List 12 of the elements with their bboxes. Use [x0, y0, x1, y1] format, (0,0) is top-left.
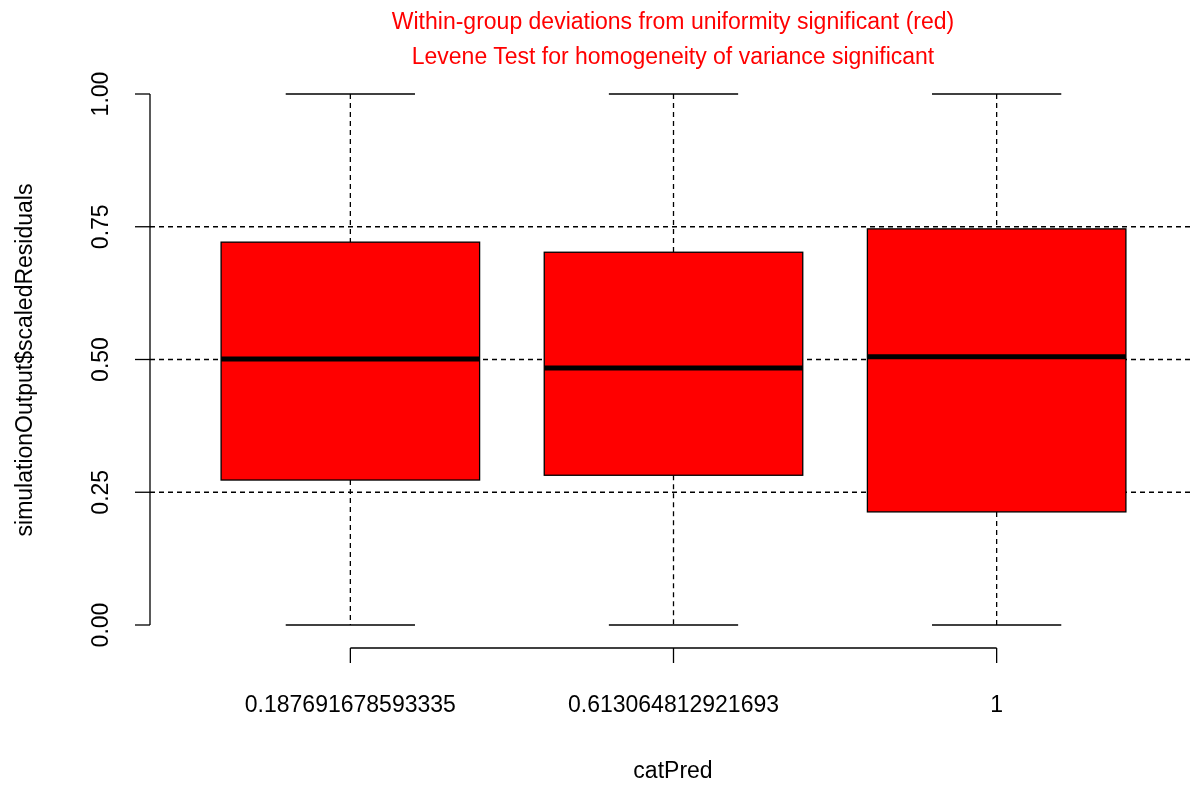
chart-title: Within-group deviations from uniformity significant (red): [391, 8, 955, 34]
y-axis-title: simulationOutput$scaledResiduals: [11, 183, 37, 537]
y-tick-label: 0.25: [87, 469, 113, 515]
y-tick-label: 1.00: [87, 71, 113, 117]
x-axis-title: catPred: [633, 757, 713, 783]
x-tick-label: 0.187691678593335: [244, 691, 456, 717]
chart-subtitle: Levene Test for homogeneity of variance significant: [411, 43, 935, 69]
x-tick-label: 1: [990, 691, 1004, 717]
y-tick-label: 0.00: [87, 602, 113, 648]
y-tick-label: 0.50: [87, 337, 113, 382]
x-tick-label: 0.613064812921693: [567, 691, 780, 717]
y-tick-label: 0.75: [87, 204, 113, 250]
